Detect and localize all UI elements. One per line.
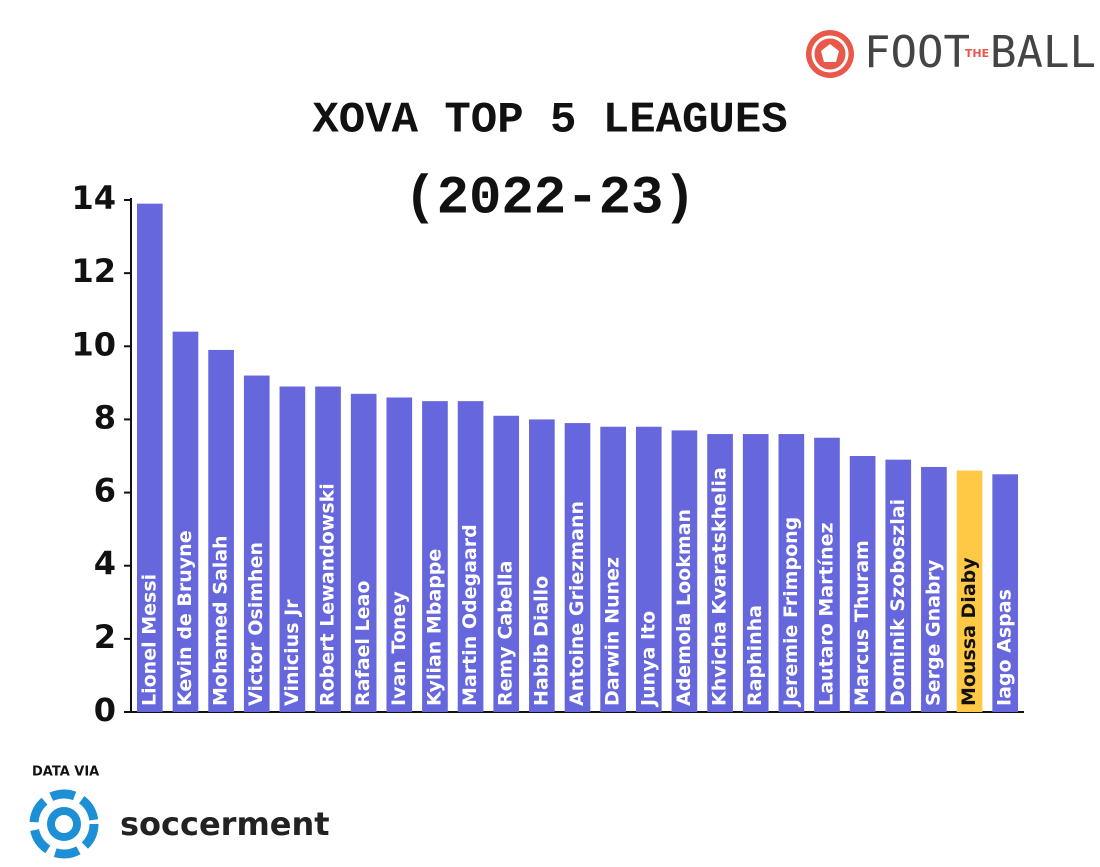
source-name: soccerment	[120, 805, 330, 843]
brand-first: FOOT	[864, 27, 970, 78]
bar-label: Marcus Thuram	[851, 540, 873, 706]
bar	[671, 430, 698, 712]
y-tick-label: 8	[94, 398, 116, 436]
bar-label: Kevin de Bruyne	[174, 530, 196, 706]
logo-ball-ring	[811, 35, 849, 73]
bar-label: Victor Osimhen	[245, 542, 267, 706]
source-logo-core	[47, 807, 81, 841]
y-tick-label: 6	[94, 472, 116, 510]
bar	[814, 437, 840, 712]
bar-label: Mohamed Salah	[210, 535, 232, 706]
source: DATA VIA soccerment	[29, 765, 330, 859]
bar	[243, 375, 270, 712]
bar	[849, 456, 876, 712]
bar-label: Rafael Leao	[352, 581, 374, 706]
bar-label: Remy Cabella	[495, 561, 517, 706]
bar	[136, 203, 163, 712]
bar-label: Kylian Mbappe	[423, 549, 445, 706]
bar-label: Martin Odegaard	[459, 524, 481, 706]
brand-middle: THE	[965, 47, 989, 60]
bar	[707, 434, 733, 712]
y-tick-label: 10	[71, 325, 116, 363]
y-tick-label: 14	[71, 179, 116, 217]
bar-label: Moussa Diaby	[958, 557, 980, 706]
bar	[457, 401, 484, 712]
bar	[208, 349, 234, 712]
bar-label: Vinicius Jr	[281, 599, 303, 706]
bar-label: Jeremie Frimpong	[780, 517, 802, 708]
bar-label: Antoine Griezmann	[566, 501, 588, 706]
bar	[564, 423, 591, 712]
bar	[921, 466, 947, 712]
bar-label: Robert Lewandowski	[317, 483, 339, 706]
bar-label: Lautaro Martínez	[815, 522, 837, 706]
bar	[279, 386, 306, 712]
bar	[956, 470, 983, 712]
logo-ball-patch	[821, 44, 839, 62]
bar	[992, 474, 1019, 712]
bar-label: Ademola Lookman	[673, 509, 695, 706]
bar	[493, 415, 520, 712]
bar-label: Raphinha	[744, 605, 766, 706]
bar	[885, 459, 912, 712]
bar	[315, 386, 341, 712]
bar	[529, 419, 555, 712]
y-tick-label: 4	[94, 545, 116, 583]
bar	[778, 434, 805, 712]
brand-last: BALL	[990, 27, 1096, 78]
chart-subtitle: (2022-23)	[404, 168, 696, 229]
source-label: DATA VIA	[32, 765, 99, 780]
bar	[386, 397, 413, 712]
bar-label: Iago Aspas	[994, 589, 1016, 706]
bar-label: Serge Gnabry	[922, 559, 944, 706]
bar	[635, 426, 662, 712]
y-tick-label: 12	[71, 252, 116, 290]
bar-label: Lionel Messi	[138, 574, 160, 706]
bar	[172, 331, 199, 712]
bar-label: Ivan Toney	[388, 591, 410, 706]
source-logo-ring	[29, 789, 99, 859]
bar-label: Junya Ito	[637, 611, 659, 708]
chart-title: XOVA TOP 5 LEAGUES	[312, 96, 787, 146]
brand-logo: FOOT THE BALL	[806, 27, 1096, 78]
bar-label: Habib Diallo	[530, 576, 552, 706]
bar	[350, 393, 377, 712]
y-tick-label: 2	[94, 618, 116, 656]
bar-label: Dominik Szoboszlai	[887, 499, 909, 706]
bar	[742, 434, 769, 712]
y-tick-label: 0	[94, 691, 116, 729]
bar	[422, 401, 448, 712]
bar-label: Darwin Nunez	[602, 557, 624, 706]
bar-label: Khvicha Kvaratskhelia	[709, 467, 731, 706]
bar	[600, 426, 626, 712]
